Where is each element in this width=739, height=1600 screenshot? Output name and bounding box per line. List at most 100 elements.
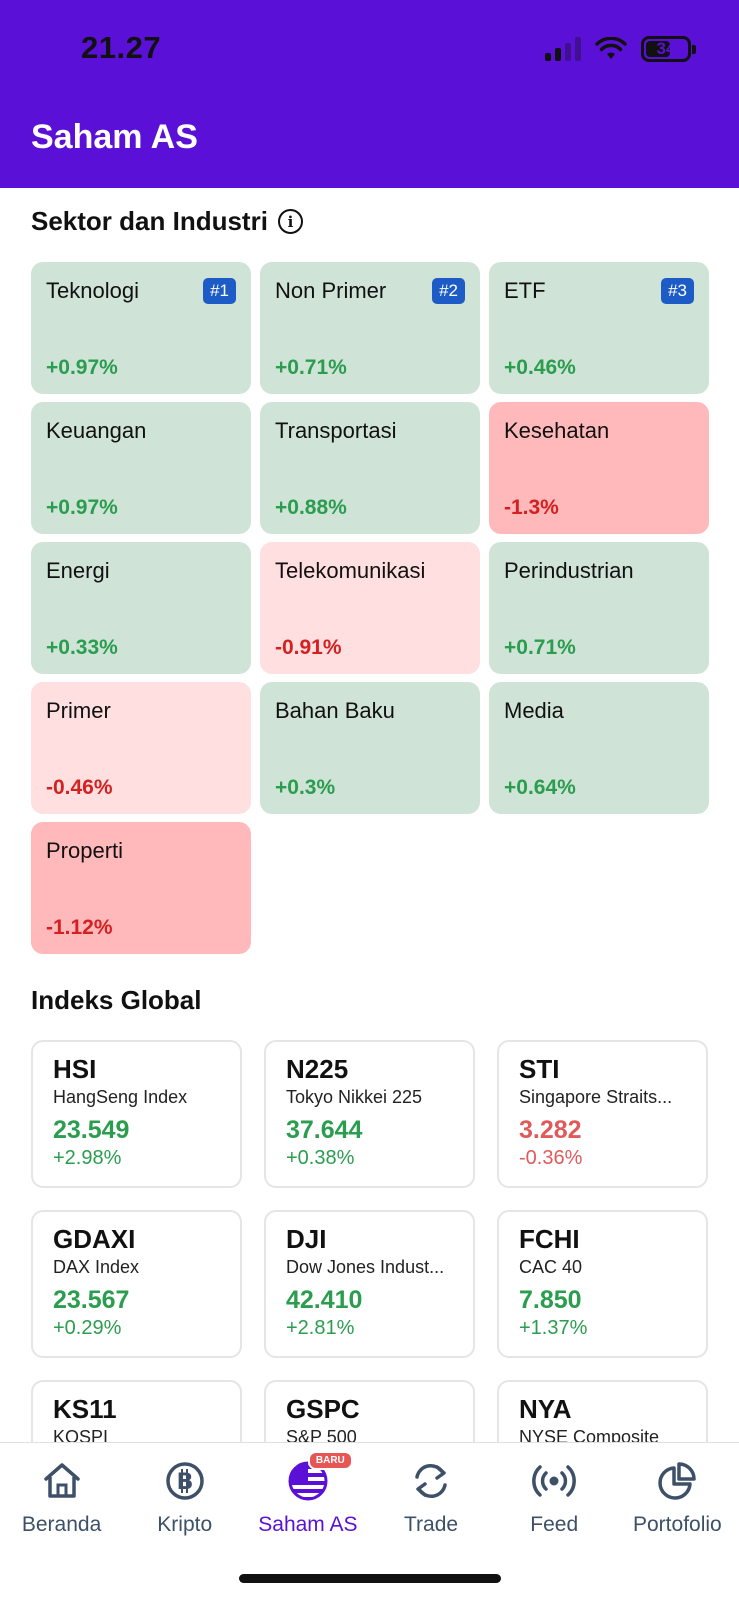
index-card-n225[interactable]: N225 Tokyo Nikkei 225 37.644 +0.38% — [264, 1040, 475, 1188]
sector-change: -0.46% — [46, 776, 113, 799]
nav-label: Beranda — [21, 1513, 102, 1536]
broadcast-icon — [532, 1459, 577, 1503]
index-symbol: DJI — [286, 1224, 327, 1254]
sector-name: Keuangan — [46, 418, 147, 443]
nav-portofolio[interactable]: Portofolio — [616, 1459, 739, 1537]
bitcoin-icon: B — [163, 1459, 207, 1503]
us-flag-icon: BARU — [286, 1451, 353, 1503]
battery-level: 34 — [656, 39, 676, 58]
index-name: Tokyo Nikkei 225 — [286, 1087, 423, 1107]
sector-card-teknologi[interactable]: Teknologi #1 +0.97% — [31, 262, 251, 394]
index-symbol: NYA — [519, 1394, 572, 1424]
index-card-gdaxi[interactable]: GDAXI DAX Index 23.567 +0.29% — [31, 1210, 242, 1358]
nav-label: Trade — [404, 1513, 459, 1536]
sector-card-energi[interactable]: Energi +0.33% — [31, 542, 251, 674]
swap-icon — [409, 1459, 453, 1503]
sectors-section-title: Sektor dan Industri i — [31, 206, 303, 237]
sector-card-telekomunikasi[interactable]: Telekomunikasi -0.91% — [260, 542, 480, 674]
sector-name: Media — [504, 698, 564, 723]
battery-icon: 34 — [641, 36, 696, 62]
index-name: Singapore Straits... — [519, 1087, 673, 1107]
index-change: +2.81% — [286, 1317, 355, 1339]
app-header: 21.27 34 Saham AS — [0, 0, 739, 188]
home-icon — [40, 1459, 84, 1503]
sector-change: +0.71% — [275, 356, 347, 379]
sector-name: Non Primer — [275, 278, 387, 303]
index-card-hsi[interactable]: HSI HangSeng Index 23.549 +2.98% — [31, 1040, 242, 1188]
index-symbol: N225 — [286, 1054, 349, 1084]
indices-title: Indeks Global — [31, 985, 202, 1015]
sector-change: +0.97% — [46, 356, 118, 379]
page-title: Saham AS — [31, 118, 198, 156]
status-time: 21.27 — [81, 30, 162, 65]
sector-card-media[interactable]: Media +0.64% — [489, 682, 709, 814]
new-badge: BARU — [307, 1451, 353, 1470]
sector-name: ETF — [504, 278, 546, 303]
sector-change: +0.33% — [46, 636, 118, 659]
sector-name: Telekomunikasi — [275, 558, 426, 583]
nav-feed[interactable]: Feed — [493, 1459, 616, 1537]
sector-name: Transportasi — [275, 418, 397, 443]
index-change: +1.37% — [519, 1317, 588, 1339]
index-value: 37.644 — [286, 1116, 363, 1144]
index-symbol: HSI — [53, 1054, 97, 1084]
index-value: 23.549 — [53, 1116, 130, 1144]
sector-change: +0.46% — [504, 356, 576, 379]
sector-change: -1.12% — [46, 916, 113, 939]
sector-change: +0.71% — [504, 636, 576, 659]
sector-change: -1.3% — [504, 496, 559, 519]
index-name: CAC 40 — [519, 1257, 583, 1277]
index-name: DAX Index — [53, 1257, 140, 1277]
index-change: +0.29% — [53, 1317, 122, 1339]
nav-label: Portofolio — [633, 1513, 722, 1536]
svg-text:B: B — [176, 1470, 193, 1495]
sectors-title: Sektor dan Industri — [31, 206, 268, 236]
sector-card-perindustrian[interactable]: Perindustrian +0.71% — [489, 542, 709, 674]
nav-beranda[interactable]: Beranda — [0, 1459, 123, 1537]
nav-label: Kripto — [157, 1513, 213, 1536]
sector-name: Bahan Baku — [275, 698, 395, 723]
indices-section-title: Indeks Global — [31, 985, 202, 1016]
index-card-dji[interactable]: DJI Dow Jones Indust... 42.410 +2.81% — [264, 1210, 475, 1358]
sector-change: +0.64% — [504, 776, 576, 799]
index-value: 23.567 — [53, 1286, 130, 1314]
index-card-fchi[interactable]: FCHI CAC 40 7.850 +1.37% — [497, 1210, 708, 1358]
sector-card-bahan-baku[interactable]: Bahan Baku +0.3% — [260, 682, 480, 814]
index-value: 3.282 — [519, 1116, 582, 1144]
index-value: 42.410 — [286, 1286, 363, 1314]
sector-rank-badge: #1 — [203, 278, 236, 304]
sector-card-keuangan[interactable]: Keuangan +0.97% — [31, 402, 251, 534]
nav-label: Feed — [530, 1513, 579, 1536]
sector-card-properti[interactable]: Properti -1.12% — [31, 822, 251, 954]
sector-change: +0.3% — [275, 776, 336, 799]
nav-label: Saham AS — [258, 1513, 358, 1536]
sector-card-non-primer[interactable]: Non Primer #2 +0.71% — [260, 262, 480, 394]
sector-rank-badge: #3 — [661, 278, 694, 304]
nav-trade[interactable]: Trade — [370, 1459, 493, 1537]
sector-name: Properti — [46, 838, 124, 863]
nav-saham-as[interactable]: BARU Saham AS — [246, 1451, 369, 1537]
index-change: +0.38% — [286, 1147, 355, 1169]
sector-grid: Teknologi #1 +0.97% Non Primer #2 +0.71% ETF #3… — [31, 262, 709, 954]
index-symbol: FCHI — [519, 1224, 580, 1254]
index-name: Dow Jones Indust... — [286, 1257, 445, 1277]
sector-card-transportasi[interactable]: Transportasi +0.88% — [260, 402, 480, 534]
index-symbol: KS11 — [53, 1394, 117, 1424]
index-name: HangSeng Index — [53, 1087, 188, 1107]
sector-name: Primer — [46, 698, 111, 723]
wifi-icon — [595, 37, 627, 59]
sector-card-kesehatan[interactable]: Kesehatan -1.3% — [489, 402, 709, 534]
info-icon[interactable]: i — [277, 209, 303, 234]
cellular-signal-icon — [545, 37, 581, 61]
sector-card-primer[interactable]: Primer -0.46% — [31, 682, 251, 814]
sector-change: -0.91% — [275, 636, 342, 659]
sector-name: Teknologi — [46, 278, 139, 303]
nav-kripto[interactable]: B Kripto — [123, 1459, 246, 1537]
index-change: -0.36% — [519, 1147, 583, 1169]
index-grid: HSI HangSeng Index 23.549 +2.98% N225 Tokyo N… — [31, 1040, 709, 1528]
index-symbol: GSPC — [286, 1394, 360, 1424]
sector-name: Perindustrian — [504, 558, 634, 583]
index-card-sti[interactable]: STI Singapore Straits... 3.282 -0.36% — [497, 1040, 708, 1188]
sector-change: +0.88% — [275, 496, 347, 519]
sector-card-etf[interactable]: ETF #3 +0.46% — [489, 262, 709, 394]
